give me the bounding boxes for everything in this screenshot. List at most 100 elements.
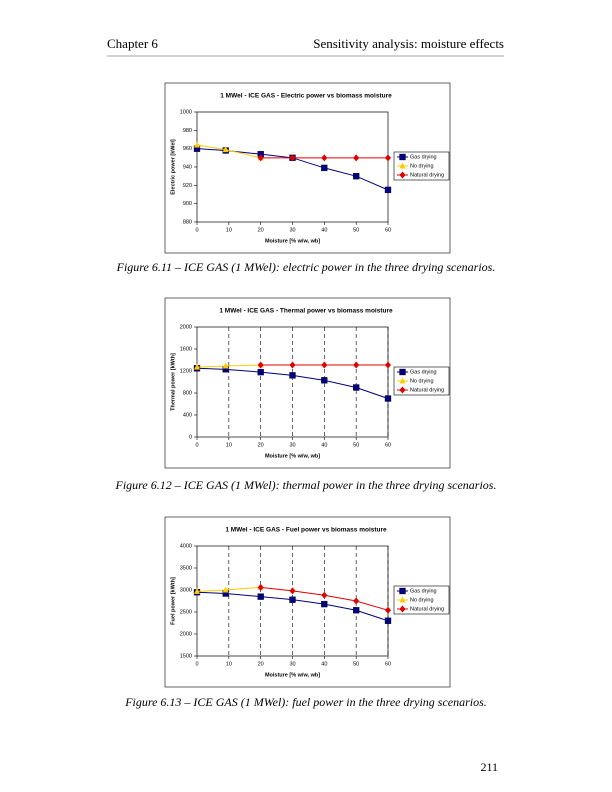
y-tick-label: 2000 [180, 324, 192, 330]
y-tick-label: 880 [183, 219, 192, 225]
x-tick-label: 30 [289, 442, 295, 448]
x-tick-label: 10 [226, 442, 232, 448]
x-tick-label: 30 [289, 661, 295, 667]
marker [321, 164, 328, 172]
x-tick-label: 50 [353, 227, 359, 233]
marker [194, 587, 200, 594]
legend-label: No drying [410, 378, 434, 384]
x-axis-label: Moisture [% w/w, wb] [265, 672, 320, 678]
x-tick-label: 0 [195, 227, 198, 233]
x-tick-label: 20 [258, 227, 264, 233]
figure-caption: Figure 6.13 – ICE GAS (1 MWel): fuel pow… [124, 695, 487, 709]
y-axis-label: Fuel power [kWth] [170, 577, 176, 625]
marker [289, 372, 296, 379]
marker [385, 361, 391, 369]
y-tick-label: 960 [183, 146, 192, 152]
marker [321, 377, 328, 384]
y-axis-label: Electric power [kWel] [170, 139, 176, 195]
marker [353, 607, 360, 614]
y-tick-label: 2000 [180, 631, 192, 637]
marker [399, 605, 406, 613]
x-tick-label: 50 [353, 661, 359, 667]
marker [399, 368, 406, 376]
x-tick-label: 60 [385, 227, 391, 233]
marker [222, 586, 229, 593]
marker [257, 361, 264, 369]
marker [257, 583, 264, 591]
legend-label: Natural drying [410, 606, 444, 612]
marker [222, 362, 229, 369]
x-tick-label: 10 [226, 661, 232, 667]
marker [289, 154, 296, 162]
marker [194, 141, 200, 148]
marker [257, 154, 264, 162]
marker [321, 600, 328, 608]
legend-label: Gas drying [410, 369, 437, 375]
marker [399, 171, 406, 179]
marker [353, 173, 360, 180]
marker [353, 154, 360, 162]
y-tick-label: 1600 [180, 346, 192, 352]
marker [321, 591, 328, 599]
figure-caption: Figure 6.11 – ICE GAS (1 MWel): electric… [116, 260, 496, 274]
section-title: Sensitivity analysis: moisture effects [313, 36, 504, 51]
x-tick-label: 30 [289, 227, 295, 233]
y-tick-label: 3000 [180, 587, 192, 593]
marker [289, 596, 296, 603]
marker [194, 363, 200, 370]
y-tick-label: 400 [183, 412, 192, 418]
marker [384, 186, 392, 194]
legend-label: Natural drying [410, 387, 444, 393]
y-tick-label: 1500 [180, 653, 192, 659]
y-tick-label: 3500 [180, 565, 192, 571]
legend-label: Gas drying [410, 588, 437, 594]
y-tick-label: 4000 [180, 543, 192, 549]
x-tick-label: 0 [195, 442, 198, 448]
x-tick-label: 40 [321, 227, 327, 233]
x-tick-label: 20 [258, 661, 264, 667]
marker [385, 154, 391, 162]
marker [222, 146, 229, 153]
y-tick-label: 1200 [180, 368, 192, 374]
marker [289, 361, 296, 369]
x-tick-label: 0 [195, 661, 198, 667]
y-tick-label: 900 [183, 201, 192, 207]
x-axis-label: Moisture [% w/w, wb] [265, 453, 320, 459]
x-tick-label: 20 [258, 442, 264, 448]
chart-title: 1 MWel - ICE GAS - Electric power vs bio… [220, 93, 392, 100]
marker [353, 361, 360, 369]
marker [399, 596, 406, 603]
x-tick-label: 60 [385, 442, 391, 448]
marker [399, 587, 406, 595]
marker [399, 153, 406, 161]
chart-title: 1 MWel - ICE GAS - Thermal power vs biom… [219, 308, 393, 315]
chart-title: 1 MWel - ICE GAS - Fuel power vs biomass… [225, 527, 387, 534]
y-tick-label: 1000 [180, 109, 192, 115]
chart-frame [164, 516, 451, 688]
y-tick-label: 980 [183, 128, 192, 134]
marker [353, 384, 360, 391]
chart-frame [164, 297, 451, 469]
marker [399, 386, 406, 394]
chapter: Chapter 6 [107, 36, 158, 51]
figure-caption: Figure 6.12 – ICE GAS (1 MWel): thermal … [115, 478, 497, 492]
marker [399, 162, 406, 169]
marker [257, 593, 264, 600]
legend-label: No drying [410, 163, 434, 169]
x-axis-label: Moisture [% w/w, wb] [265, 238, 320, 244]
y-axis-label: Thermal power [kWth] [170, 353, 176, 411]
marker [257, 368, 264, 376]
page-number: 211 [480, 760, 498, 774]
y-tick-label: 2500 [180, 609, 192, 615]
marker [321, 154, 328, 162]
legend-label: Gas drying [410, 154, 437, 160]
x-tick-label: 50 [353, 442, 359, 448]
y-tick-label: 940 [183, 164, 192, 170]
legend-label: Natural drying [410, 172, 444, 178]
y-tick-label: 800 [183, 390, 192, 396]
legend-label: No drying [410, 597, 434, 603]
chart-frame [164, 82, 451, 254]
marker [289, 587, 296, 595]
